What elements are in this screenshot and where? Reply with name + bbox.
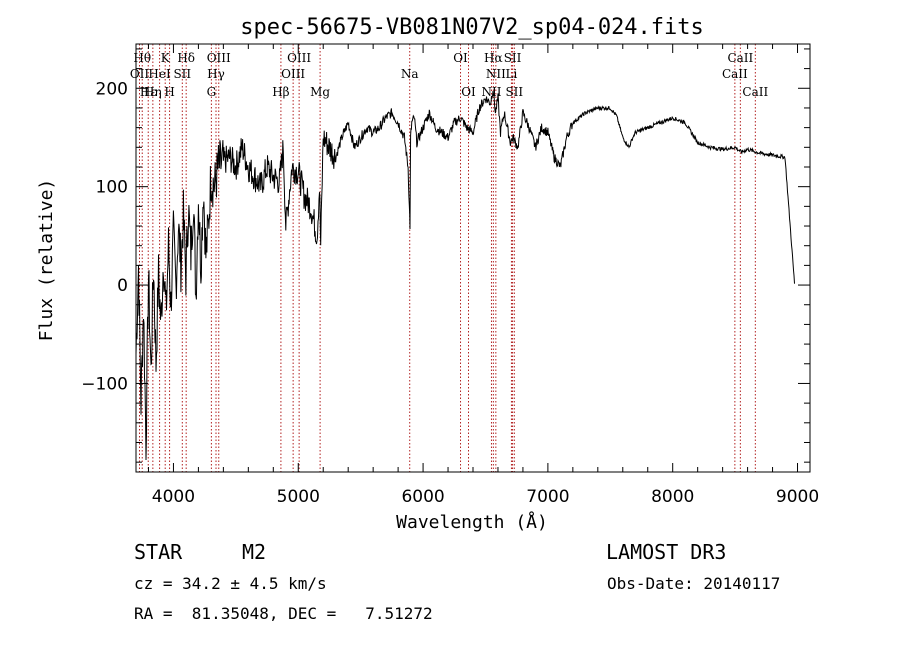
axis-ticks: 4000 5000 6000 7000 8000 9000 −100 0 100 200	[81, 44, 819, 507]
spectral-line-label: Hβ	[272, 85, 289, 99]
spectral-line-label: SII	[504, 51, 522, 65]
spectral-line-label: NII	[486, 67, 506, 81]
spectral-line-label: Mg	[310, 85, 330, 99]
sky-coordinates: RA = 81.35048, DEC = 7.51272	[134, 604, 433, 623]
spectral-line-label: OI	[461, 85, 476, 99]
observation-date: Obs-Date: 20140117	[607, 574, 781, 593]
x-tick-label: 4000	[152, 487, 195, 507]
object-subclass: M2	[242, 540, 267, 564]
y-tick-label: 100	[96, 178, 128, 198]
object-type: STAR	[134, 540, 183, 564]
spectral-line-markers	[138, 44, 756, 472]
survey-name: LAMOST DR3	[606, 540, 727, 564]
x-axis-label: Wavelength (Å)	[396, 511, 548, 533]
spectral-line-label: OIII	[281, 67, 305, 81]
x-tick-label: 8000	[651, 487, 694, 507]
spectral-line-label: K	[161, 51, 171, 65]
plot-frame	[135, 43, 811, 473]
x-tick-label: 5000	[277, 487, 320, 507]
redshift-value: cz = 34.2 ± 4.5 km/s	[134, 574, 327, 593]
spectral-line-label: Li	[506, 67, 518, 81]
spectrum-layer	[135, 91, 795, 461]
y-tick-label: 200	[96, 79, 128, 99]
spectral-line-label: Hγ	[207, 67, 225, 81]
y-tick-label: −100	[81, 374, 128, 394]
chart-title: spec-56675-VB081N07V2_sp04-024.fits	[240, 15, 704, 40]
spectral-line-label: OIII	[207, 51, 231, 65]
x-tick-label: 6000	[401, 487, 444, 507]
spectral-line-label: Hα	[484, 51, 503, 65]
spectral-line-label: Hθ	[133, 51, 151, 65]
spectral-line-label: H	[164, 85, 174, 99]
y-axis-label: Flux (relative)	[36, 179, 57, 342]
spectral-line-label: Na	[401, 67, 419, 81]
spectral-line-label: OIII	[287, 51, 311, 65]
spectral-line-label: Hε	[140, 85, 157, 99]
spectral-line-label: CaII	[722, 67, 748, 81]
spectral-line-label: OII	[130, 67, 150, 81]
spectral-line-label: G	[207, 85, 217, 99]
spectral-line-label: SII	[173, 67, 191, 81]
x-tick-label: 9000	[776, 487, 819, 507]
spectral-line-label: CaII	[727, 51, 753, 65]
spectral-line-label: Hδ	[177, 51, 195, 65]
spectral-line-label: SII	[505, 85, 523, 99]
y-tick-label: 0	[117, 276, 128, 296]
spectrum-series-line	[135, 91, 795, 461]
x-tick-label: 7000	[526, 487, 569, 507]
spectral-line-label: OI	[453, 51, 468, 65]
spectral-line-label: Hη	[144, 85, 162, 99]
spectral-line-label: NII	[481, 85, 501, 99]
spectral-line-label: HeI	[148, 67, 171, 81]
spectral-line-label: CaII	[742, 85, 768, 99]
